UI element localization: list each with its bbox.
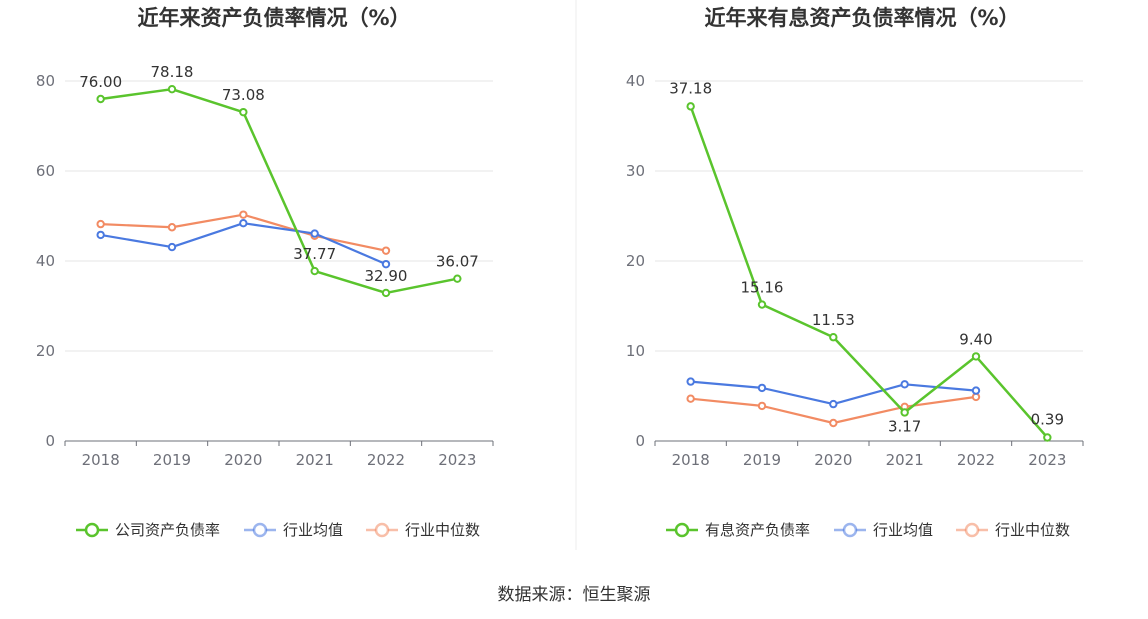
x-tick-label: 2018 bbox=[82, 451, 120, 469]
chart-title: 近年来资产负债率情况（%） bbox=[137, 6, 410, 30]
data-point bbox=[167, 223, 177, 232]
data-point bbox=[167, 242, 177, 252]
legend-item-3: 行业中位数 bbox=[956, 521, 1070, 539]
x-tick-label: 2020 bbox=[224, 451, 262, 469]
data-point bbox=[310, 229, 319, 238]
chart-panel-1: 近年来资产负债率情况（%） 0 20 40 60 80 2018 2019 2020 2021 20… bbox=[36, 6, 494, 539]
series-line-2 bbox=[100, 222, 387, 266]
chart-panel-2: 近年来有息资产负债率情况（%） 0 10 20 30 40 2018 2019 2020 2021… bbox=[626, 6, 1084, 539]
legend-item-2: 行业均值 bbox=[834, 521, 933, 539]
data-point bbox=[167, 84, 177, 94]
y-tick-label: 20 bbox=[626, 252, 645, 270]
data-label: 37.77 bbox=[293, 245, 336, 263]
legend-label: 公司资产负债率 bbox=[115, 521, 220, 539]
data-point bbox=[686, 102, 695, 111]
chart-title: 近年来有息资产负债率情况（%） bbox=[704, 6, 1019, 30]
data-point bbox=[900, 408, 909, 417]
data-point bbox=[381, 259, 391, 269]
y-tick-label: 0 bbox=[45, 432, 55, 450]
y-tick-label: 10 bbox=[626, 342, 645, 360]
y-tick-label: 40 bbox=[36, 252, 55, 270]
data-point bbox=[310, 266, 319, 276]
data-point bbox=[239, 107, 248, 117]
data-point bbox=[829, 399, 838, 409]
x-tick-label: 2022 bbox=[957, 451, 995, 469]
series-line-1 bbox=[100, 87, 458, 295]
data-point bbox=[381, 288, 391, 298]
x-tick-label: 2019 bbox=[743, 451, 781, 469]
data-label: 15.16 bbox=[741, 279, 784, 297]
x-tick-label: 2022 bbox=[367, 451, 405, 469]
legend-item-1: 有息资产负债率 bbox=[666, 521, 810, 539]
series-line-1 bbox=[689, 105, 1049, 439]
legend-swatch-marker bbox=[374, 522, 390, 538]
legend-label: 行业中位数 bbox=[405, 521, 480, 539]
data-point bbox=[971, 352, 981, 361]
data-point bbox=[239, 210, 248, 219]
x-tick-label: 2023 bbox=[1028, 451, 1066, 469]
x-tick-label: 2021 bbox=[886, 451, 924, 469]
legend-label: 行业均值 bbox=[283, 521, 343, 539]
data-point bbox=[239, 219, 248, 228]
data-label: 37.18 bbox=[669, 79, 712, 97]
legend-item-3: 行业中位数 bbox=[366, 521, 480, 539]
data-point bbox=[381, 246, 391, 255]
data-label: 3.17 bbox=[888, 417, 921, 435]
legend-swatch-marker bbox=[84, 522, 100, 538]
y-tick-label: 60 bbox=[36, 162, 55, 180]
legend-swatch-marker bbox=[674, 522, 690, 538]
data-point bbox=[757, 300, 767, 309]
legend-item-1: 公司资产负债率 bbox=[76, 521, 220, 539]
legend-swatch-marker bbox=[964, 522, 980, 538]
data-point bbox=[96, 230, 105, 240]
data-label: 11.53 bbox=[812, 311, 855, 329]
legend-label: 有息资产负债率 bbox=[705, 521, 810, 539]
data-label: 32.90 bbox=[365, 267, 408, 285]
data-point bbox=[971, 386, 981, 395]
y-tick-label: 40 bbox=[626, 72, 645, 90]
data-point bbox=[900, 380, 909, 389]
legend-item-2: 行业均值 bbox=[244, 521, 343, 539]
x-tick-label: 2019 bbox=[153, 451, 191, 469]
data-label: 36.07 bbox=[436, 253, 479, 271]
legend-swatch-marker bbox=[842, 522, 858, 538]
data-source-note: 数据来源：恒生聚源 bbox=[497, 585, 651, 605]
data-point bbox=[686, 394, 695, 403]
data-label: 78.18 bbox=[151, 63, 194, 81]
data-point bbox=[96, 219, 105, 229]
x-tick-label: 2018 bbox=[672, 451, 710, 469]
x-tick-label: 2021 bbox=[296, 451, 334, 469]
x-tick-label: 2023 bbox=[438, 451, 476, 469]
data-point bbox=[757, 401, 767, 411]
data-point bbox=[757, 383, 767, 393]
data-label: 9.40 bbox=[959, 330, 992, 348]
data-point bbox=[686, 377, 695, 386]
legend-label: 行业中位数 bbox=[995, 521, 1070, 539]
y-tick-label: 30 bbox=[626, 162, 645, 180]
y-tick-label: 20 bbox=[36, 342, 55, 360]
y-tick-label: 0 bbox=[635, 432, 645, 450]
data-point bbox=[829, 333, 838, 342]
data-point bbox=[96, 94, 105, 104]
x-tick-label: 2020 bbox=[814, 451, 852, 469]
data-label: 0.39 bbox=[1031, 410, 1064, 428]
data-point bbox=[453, 274, 462, 283]
y-tick-label: 80 bbox=[36, 72, 55, 90]
legend-label: 行业均值 bbox=[873, 521, 933, 539]
data-label: 73.08 bbox=[222, 86, 265, 104]
data-point bbox=[829, 418, 838, 428]
data-point bbox=[1043, 433, 1052, 442]
data-label: 76.00 bbox=[79, 73, 122, 91]
legend-swatch-marker bbox=[252, 522, 268, 538]
